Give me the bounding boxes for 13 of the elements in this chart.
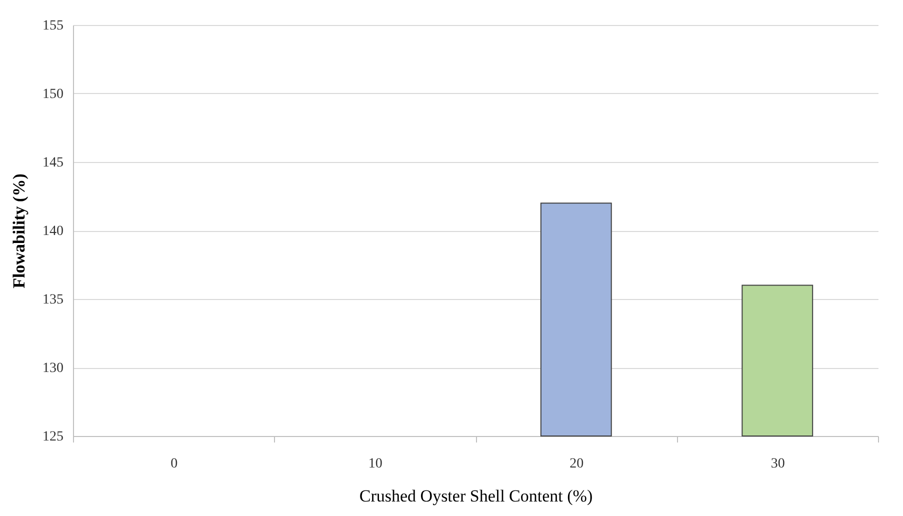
y-tick-label: 145 bbox=[42, 156, 64, 170]
y-tick-label: 140 bbox=[42, 224, 64, 239]
x-axis-title: Crushed Oyster Shell Content (%) bbox=[359, 486, 593, 506]
x-tick-label: 10 bbox=[368, 456, 382, 472]
y-tick-label: 130 bbox=[42, 361, 64, 376]
y-tick-label: 135 bbox=[42, 292, 64, 308]
y-axis-title: Flowability (%) bbox=[10, 174, 28, 288]
x-tick-label: 0 bbox=[170, 456, 178, 472]
x-tick-label: 20 bbox=[570, 456, 584, 472]
y-tick-label: 150 bbox=[42, 87, 64, 102]
y-tick-label: 155 bbox=[42, 18, 64, 34]
y-tick-label: 125 bbox=[42, 430, 64, 444]
x-tick-label: 30 bbox=[770, 456, 785, 472]
